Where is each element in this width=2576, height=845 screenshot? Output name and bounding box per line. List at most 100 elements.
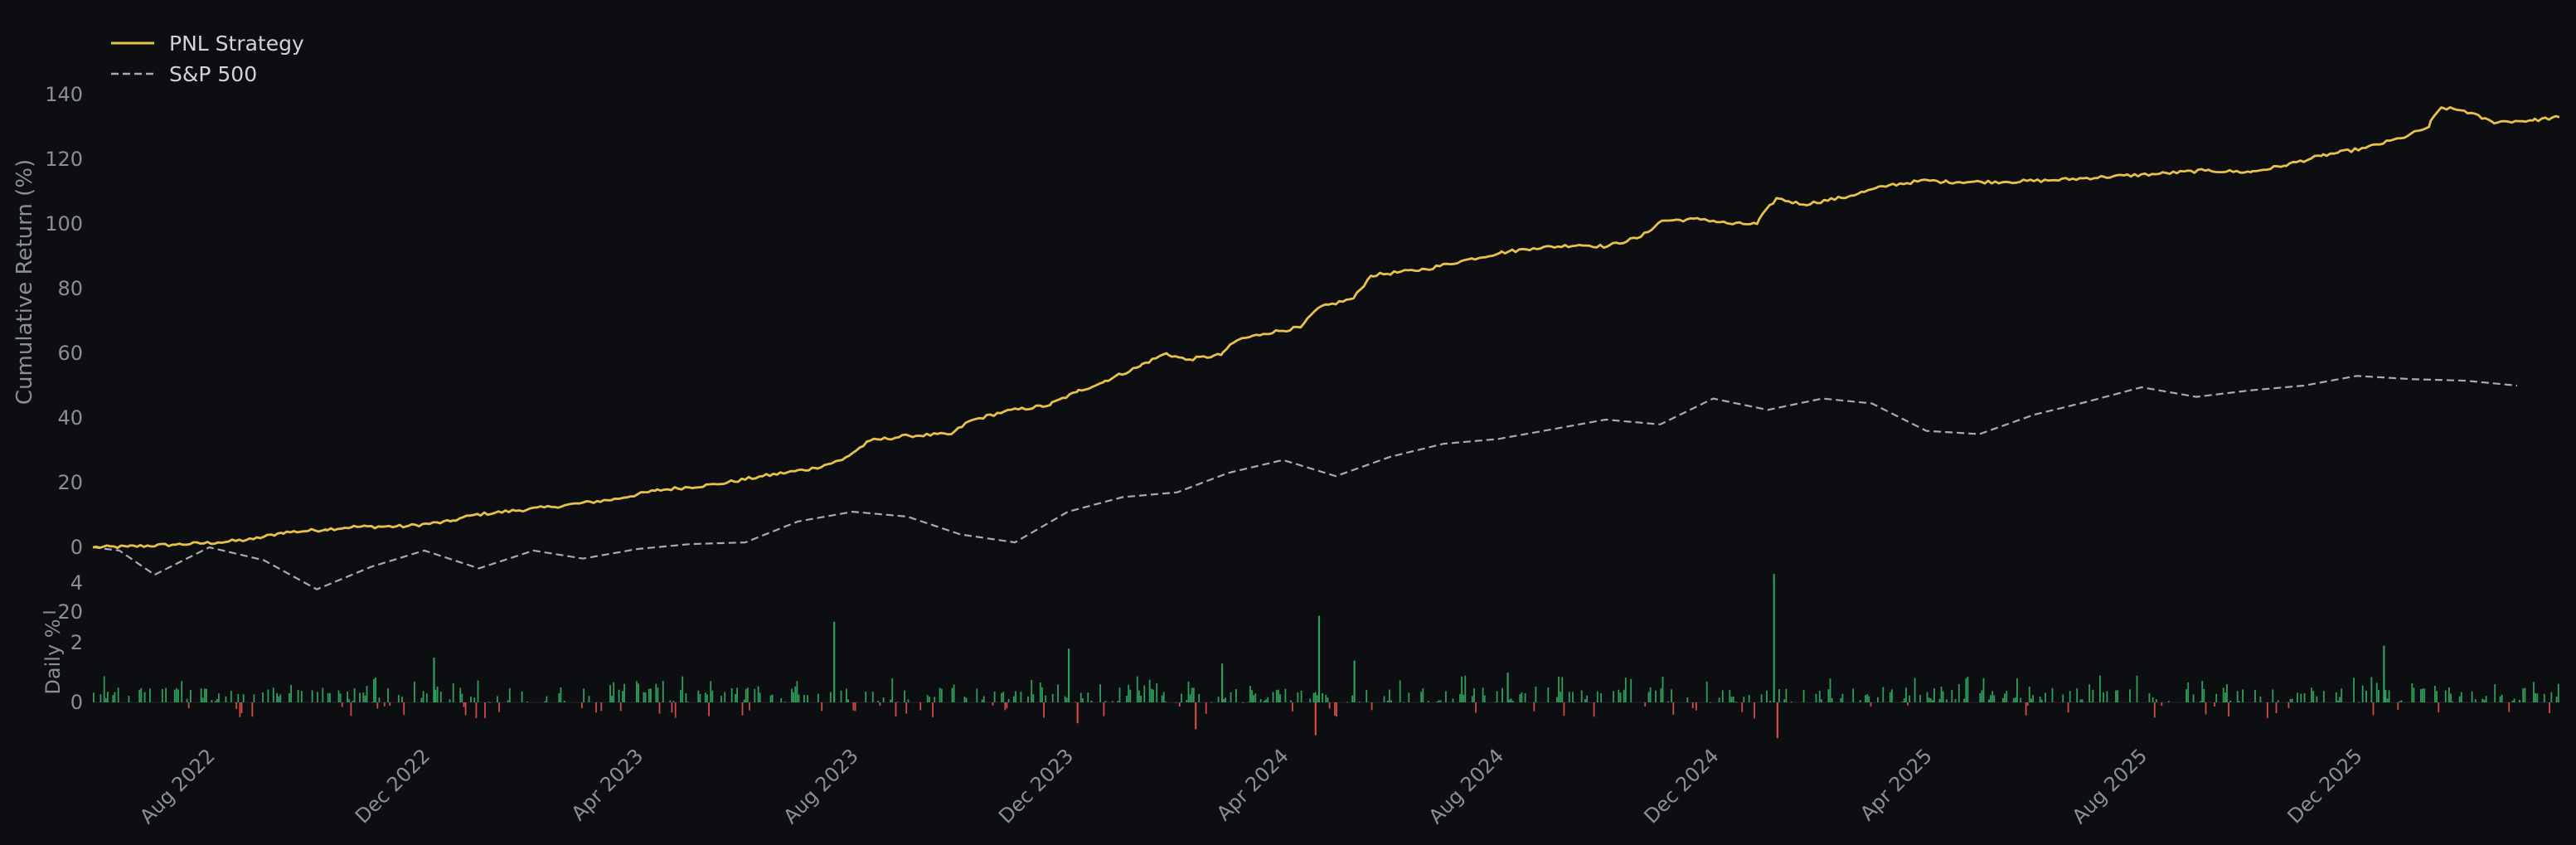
- daily-bar: [2228, 702, 2229, 717]
- daily-bar: [2450, 693, 2452, 702]
- daily-bar: [2205, 702, 2207, 715]
- daily-bar: [1946, 699, 1948, 702]
- daily-bar: [1461, 676, 1463, 702]
- daily-bar: [1496, 691, 1498, 702]
- daily-bar: [1390, 700, 1392, 702]
- daily-bar: [854, 702, 856, 711]
- daily-bar: [1967, 677, 1969, 702]
- daily-bar: [1535, 686, 1537, 702]
- daily-bar: [671, 702, 673, 713]
- pnl-strategy-line: [92, 106, 2560, 550]
- daily-bar: [1859, 700, 1861, 702]
- daily-bar: [434, 689, 437, 702]
- daily-bar: [2117, 690, 2118, 702]
- daily-bar: [2203, 688, 2205, 702]
- daily-bar: [2557, 683, 2559, 702]
- daily-bar: [2156, 699, 2157, 702]
- y-tick-label: 0: [70, 691, 83, 714]
- daily-bar: [992, 702, 994, 706]
- daily-bar: [1556, 697, 1558, 702]
- daily-bar: [1191, 687, 1193, 702]
- daily-bar: [672, 701, 675, 702]
- daily-bar: [1718, 697, 1720, 702]
- daily-bar: [1741, 702, 1744, 712]
- daily-bar: [1644, 702, 1647, 707]
- daily-bar: [1064, 696, 1066, 702]
- daily-bar: [2361, 685, 2364, 702]
- daily-bar: [1187, 681, 1190, 702]
- daily-bar: [508, 687, 511, 702]
- y-tick-label: 140: [45, 83, 83, 106]
- daily-bar: [919, 702, 922, 711]
- daily-bar: [929, 697, 930, 702]
- daily-bar: [177, 689, 179, 702]
- daily-bar: [181, 681, 183, 702]
- daily-bar: [636, 681, 638, 702]
- daily-bar: [563, 700, 565, 702]
- daily-bar: [1593, 702, 1595, 717]
- daily-bar: [588, 696, 590, 702]
- daily-bar: [963, 697, 966, 702]
- daily-bar: [981, 699, 983, 702]
- daily-bar: [387, 688, 389, 702]
- y-tick-label: 2: [70, 631, 83, 654]
- daily-bar: [791, 688, 793, 702]
- daily-bar: [793, 692, 794, 702]
- daily-bar: [214, 701, 216, 702]
- daily-bar: [609, 685, 611, 702]
- daily-bar: [235, 702, 237, 709]
- daily-bar: [622, 691, 623, 702]
- daily-bar: [2400, 700, 2403, 702]
- daily-bar: [2200, 701, 2201, 702]
- daily-bar: [1815, 693, 1817, 702]
- daily-bar: [2275, 702, 2278, 714]
- daily-bar-highlight: [1221, 663, 1224, 702]
- daily-bar: [1729, 690, 1731, 702]
- daily-bar: [1938, 698, 1941, 702]
- daily-bar: [364, 695, 366, 702]
- daily-bar: [1926, 692, 1928, 702]
- daily-bar: [401, 697, 403, 702]
- daily-bar: [2549, 702, 2550, 713]
- daily-bar: [982, 696, 985, 702]
- daily-bar: [1754, 702, 1755, 719]
- daily-bar: [1027, 696, 1029, 702]
- daily-bar: [128, 696, 130, 702]
- daily-bar: [2535, 692, 2536, 702]
- daily-bar: [1827, 689, 1830, 702]
- daily-bar: [1721, 690, 1724, 702]
- daily-bar: [735, 694, 736, 702]
- daily-bar: [420, 697, 423, 702]
- daily-bar: [498, 702, 500, 712]
- daily-bar: [2014, 697, 2016, 702]
- daily-bar: [1065, 697, 1068, 702]
- daily-bar: [1272, 692, 1274, 702]
- daily-bar: [1117, 701, 1119, 702]
- daily-bar: [1914, 677, 1916, 702]
- daily-bar: [276, 692, 278, 702]
- daily-bar: [1889, 692, 1891, 702]
- daily-bar: [1253, 695, 1254, 702]
- daily-bar: [2259, 696, 2262, 702]
- daily-bar: [2303, 693, 2306, 702]
- daily-bar: [2448, 687, 2450, 702]
- daily-bar: [730, 688, 733, 702]
- daily-bar: [1831, 697, 1833, 702]
- daily-bar: [847, 699, 849, 702]
- daily-bar: [414, 681, 415, 702]
- daily-bar-highlight: [433, 658, 435, 702]
- daily-bar: [745, 688, 747, 702]
- daily-bar: [1705, 681, 1708, 702]
- daily-bar: [2341, 688, 2343, 702]
- daily-bar: [2028, 686, 2030, 702]
- daily-bar: [2092, 689, 2094, 702]
- daily-bar: [2536, 693, 2539, 702]
- daily-bar: [348, 699, 351, 702]
- daily-bar: [1292, 702, 1293, 712]
- daily-bar: [2081, 699, 2084, 702]
- daily-bar: [1143, 685, 1146, 702]
- daily-bar: [1205, 702, 1207, 714]
- daily-bar: [1732, 697, 1734, 702]
- daily-bar: [143, 692, 146, 702]
